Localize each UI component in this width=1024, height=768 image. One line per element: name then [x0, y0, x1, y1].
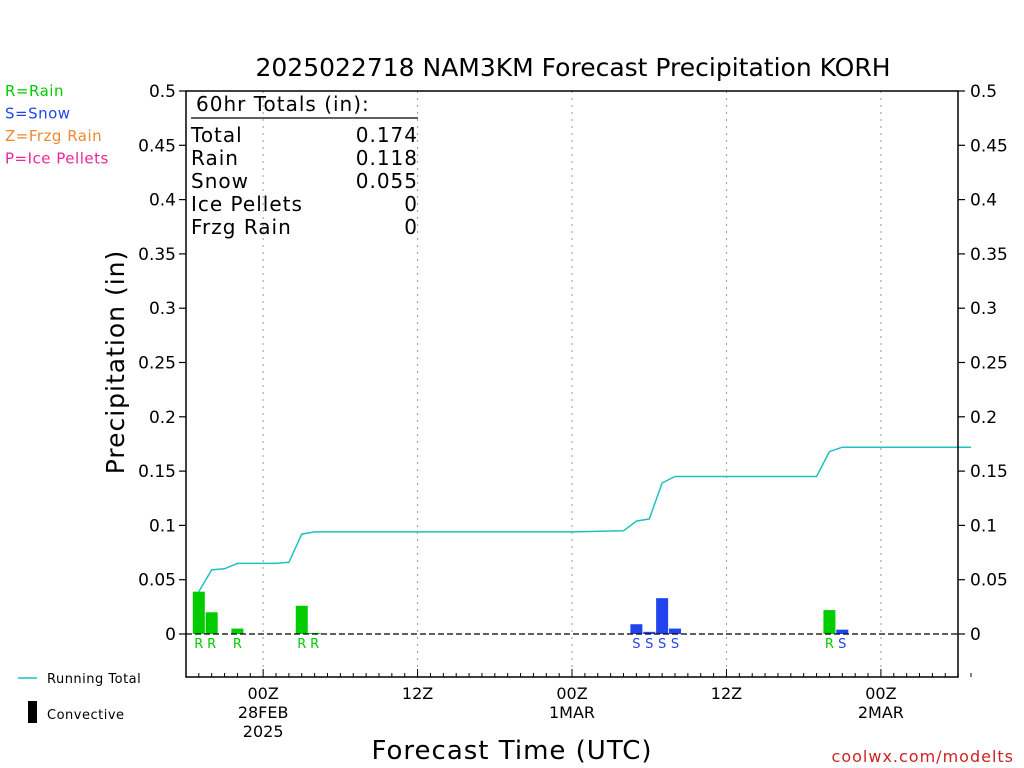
x-tick-label: 12Z [711, 684, 742, 703]
totals-row-label: Rain [191, 146, 239, 170]
rain-bar [295, 605, 308, 634]
rain-bar [205, 612, 218, 634]
bars-layer [192, 591, 849, 634]
y-tick-label: 0.15 [138, 462, 176, 482]
y-tick-label-right: 0.35 [970, 245, 1008, 265]
y-tick-label: 0.4 [149, 191, 176, 211]
legend-entry: R=Rain [5, 82, 64, 100]
snow-bar [836, 629, 849, 634]
y-tick-label: 0.5 [149, 82, 176, 102]
x-tick-label: 28FEB [238, 703, 289, 722]
x-axis-label: Forecast Time (UTC) [371, 736, 652, 766]
y-tick-label-right: 0.5 [970, 82, 997, 102]
precip-type-label: R [297, 637, 306, 652]
totals-row-value: 0.118 [356, 146, 418, 170]
rain-bar [823, 610, 836, 634]
y-tick-label: 0.25 [138, 354, 176, 374]
credit-text: coolwx.com/modelts [832, 747, 1014, 766]
totals-row-label: Snow [191, 169, 249, 193]
legend-entry: Z=Frzg Rain [5, 127, 102, 145]
y-tick-label-right: 0.2 [970, 408, 997, 428]
y-tick-label: 0.1 [149, 516, 176, 536]
y-tick-label-right: 0 [970, 625, 981, 645]
x-tick-label: 00Z [556, 684, 587, 703]
x-tick-label: 12Z [402, 684, 433, 703]
x-tick-label: 1MAR [549, 703, 595, 722]
running-total-layer [198, 446, 971, 592]
y-axis-left: 0 0.05 0.1 0.15 0.2 0.25 0.3 0.35 0.4 0.45 0.5 [138, 82, 186, 645]
bottom-legend-label: Running Total [47, 672, 141, 687]
snow-bar [656, 598, 669, 634]
x-tick-label: 00Z [865, 684, 896, 703]
bottom-legend-label: Convective [47, 708, 125, 723]
x-tick-label: 00Z [247, 684, 278, 703]
totals-rows: Total 0.174 Rain 0.118 Snow 0.055 Ice Pellets 0… [190, 123, 418, 239]
y-tick-label: 0 [165, 625, 176, 645]
convective-legend-swatch [28, 701, 37, 723]
precip-type-label: R [310, 637, 319, 652]
precip-type-label: R [194, 637, 203, 652]
y-tick-label-right: 0.15 [970, 462, 1008, 482]
precip-type-legend: R=Rain S=Snow Z=Frzg Rain P=Ice Pellets [5, 82, 109, 168]
totals-row-value: 0.174 [356, 123, 418, 147]
legend-entry: P=Ice Pellets [5, 150, 109, 168]
chart-title: 2025022718 NAM3KM Forecast Precipitation… [255, 53, 890, 82]
legend-entry: S=Snow [5, 105, 71, 123]
snow-bar [668, 628, 681, 634]
x-tick-label: 2MAR [858, 703, 904, 722]
y-tick-label: 0.45 [138, 136, 176, 156]
y-tick-label: 0.05 [138, 571, 176, 591]
totals-row-label: Ice Pellets [191, 192, 303, 216]
totals-row-value: 0 [404, 215, 418, 239]
rain-bar [231, 628, 244, 634]
snow-bar [643, 631, 656, 634]
y-axis-right: 0 0.05 0.1 0.15 0.2 0.25 0.3 0.35 0.4 0.45 0.5 [958, 82, 1008, 645]
precip-type-label: S [632, 637, 640, 652]
y-tick-label-right: 0.1 [970, 516, 997, 536]
precip-type-label: R [825, 637, 834, 652]
precip-type-label: S [838, 637, 846, 652]
precip-type-label: S [671, 637, 679, 652]
totals-row-label: Frzg Rain [191, 215, 292, 239]
precip-type-label: S [645, 637, 653, 652]
precip-type-label: R [233, 637, 242, 652]
y-tick-label-right: 0.3 [970, 299, 997, 319]
y-tick-label: 0.35 [138, 245, 176, 265]
totals-box: 60hr Totals (in): Total 0.174 Rain 0.118 Sno… [190, 92, 418, 239]
y-tick-label-right: 0.4 [970, 191, 997, 211]
totals-row-label: Total [190, 123, 243, 147]
y-axis-label: Precipitation (in) [101, 250, 130, 475]
y-tick-label: 0.2 [149, 408, 176, 428]
x-tick-label: 2025 [243, 722, 284, 741]
precip-type-label: R [207, 637, 216, 652]
rain-bar [192, 591, 205, 634]
y-tick-label: 0.3 [149, 299, 176, 319]
y-tick-label-right: 0.45 [970, 136, 1008, 156]
running-total-line [198, 446, 971, 592]
snow-bar [630, 624, 643, 634]
y-tick-label-right: 0.05 [970, 571, 1008, 591]
bottom-legend: Running Total Convective [18, 672, 141, 723]
totals-header: 60hr Totals (in): [196, 92, 370, 116]
y-tick-label-right: 0.25 [970, 354, 1008, 374]
totals-row-value: 0.055 [356, 169, 418, 193]
totals-row-value: 0 [404, 192, 418, 216]
precip-type-label: S [658, 637, 666, 652]
